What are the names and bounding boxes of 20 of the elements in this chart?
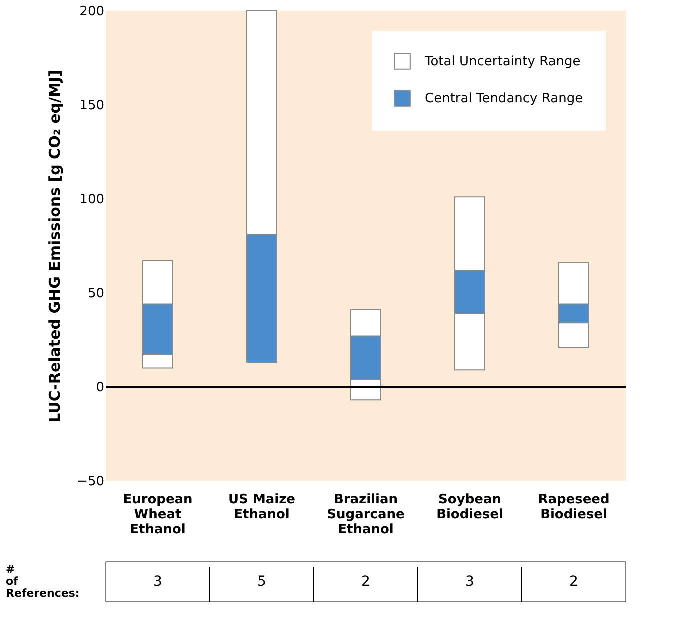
legend-label: Total Uncertainty Range xyxy=(424,54,581,70)
text: 2 xyxy=(570,574,578,590)
text: 2 xyxy=(362,574,370,590)
y-tick-label: 200 xyxy=(80,4,104,20)
text: 3 xyxy=(466,574,474,590)
x-tick-label: Rapeseed Biodiesel xyxy=(538,492,610,522)
y-tick-label: 50 xyxy=(88,286,104,302)
legend-label: Central Tendancy Range xyxy=(425,92,584,106)
text: 5 xyxy=(258,574,266,590)
text: # of References: xyxy=(6,563,80,600)
y-tick-label: −50 xyxy=(77,474,104,490)
x-tick-label: Brazilian Sugarcane Ethanol xyxy=(327,492,406,538)
x-tick-label: US Maize Ethanol xyxy=(228,492,296,522)
x-tick-label: European Wheat Ethanol xyxy=(123,492,193,538)
y-axis-title: LUC-Related GHG Emissions [g CO₂ eq/MJ] xyxy=(46,70,64,423)
text: 3 xyxy=(154,574,162,590)
y-tick-label: 100 xyxy=(80,192,104,208)
y-tick-label: 150 xyxy=(80,98,104,114)
x-tick-label: Soybean Biodiesel xyxy=(436,492,504,522)
y-tick-label: 0 xyxy=(96,380,104,396)
